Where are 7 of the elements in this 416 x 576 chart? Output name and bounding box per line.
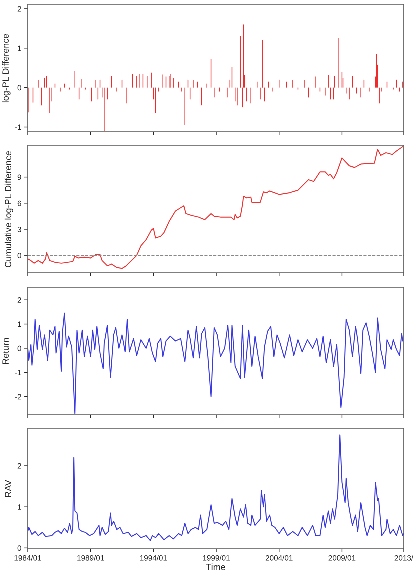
x-axis-title: Time bbox=[206, 564, 226, 570]
line-series bbox=[28, 146, 404, 270]
y-axis-title: Cumulative log-PL Difference bbox=[4, 151, 14, 268]
y-axis-title: RAV bbox=[5, 480, 12, 498]
y-axis-title: Return bbox=[2, 338, 10, 364]
line-series bbox=[28, 434, 404, 542]
y-axis-title: log-PL Difference bbox=[2, 34, 11, 103]
